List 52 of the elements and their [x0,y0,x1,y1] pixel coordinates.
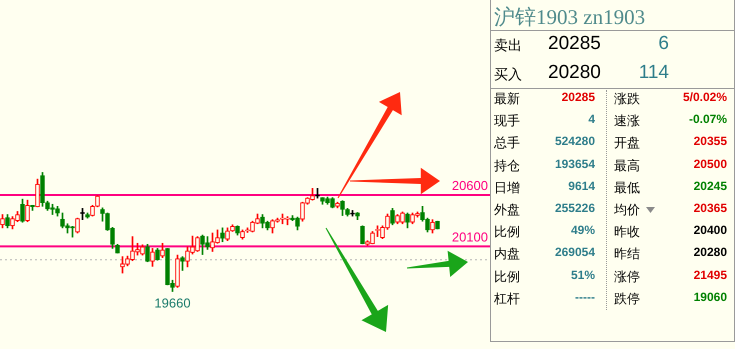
text: 跌停 [614,290,640,308]
text: 524280 [554,134,595,148]
text: 255226 [554,201,595,215]
text: 比例 [494,224,520,242]
text: 速涨 [614,113,640,130]
text: 4 [588,112,595,126]
text: 总手 [494,135,520,152]
text: 昨结 [614,246,640,264]
text: 昨收 [614,224,640,242]
text: 均价 [614,202,640,219]
text: 卖出 [494,37,522,55]
text: 49% [570,223,595,238]
text: 20280 [548,62,601,84]
text: 最新 [494,91,520,108]
text: -0.07% [688,112,727,126]
text: 20365 [694,201,727,215]
text: 5/0.02% [682,90,727,104]
text: 19060 [694,290,727,304]
candlestick [80,208,85,220]
text: 20285 [548,33,601,55]
text: 最高 [614,158,640,175]
text: 内盘 [494,246,520,264]
ref-line-label: 20100 [452,229,488,244]
text: 114 [638,62,669,84]
text: 20500 [694,156,727,171]
text: 6 [658,33,669,55]
text: 9614 [568,178,595,193]
text: 涨停 [614,268,640,286]
text: 持仓 [494,158,520,175]
text: 沪锌1903 zn1903 [494,4,646,31]
text: 20400 [694,223,727,238]
text: 开盘 [614,135,640,152]
text: 21495 [694,268,727,282]
text: 买入 [494,66,522,84]
text: 杠杆 [494,290,520,308]
text: 日增 [494,180,520,197]
text: 20280 [694,245,727,260]
text: 193654 [554,156,595,171]
candlestick [315,188,320,198]
annotation: 19660 [154,296,191,311]
ref-line-label: 20600 [452,178,488,194]
text: ----- [575,290,595,304]
text: 现手 [494,113,520,130]
text: 20285 [562,90,595,104]
text: 涨跌 [614,91,640,108]
text: 20355 [694,134,727,148]
text: 比例 [494,268,520,286]
text: 20245 [694,178,727,193]
text: 外盘 [494,202,520,219]
text: 51% [570,268,595,282]
text: 269054 [554,245,595,260]
text: 最低 [614,180,640,197]
